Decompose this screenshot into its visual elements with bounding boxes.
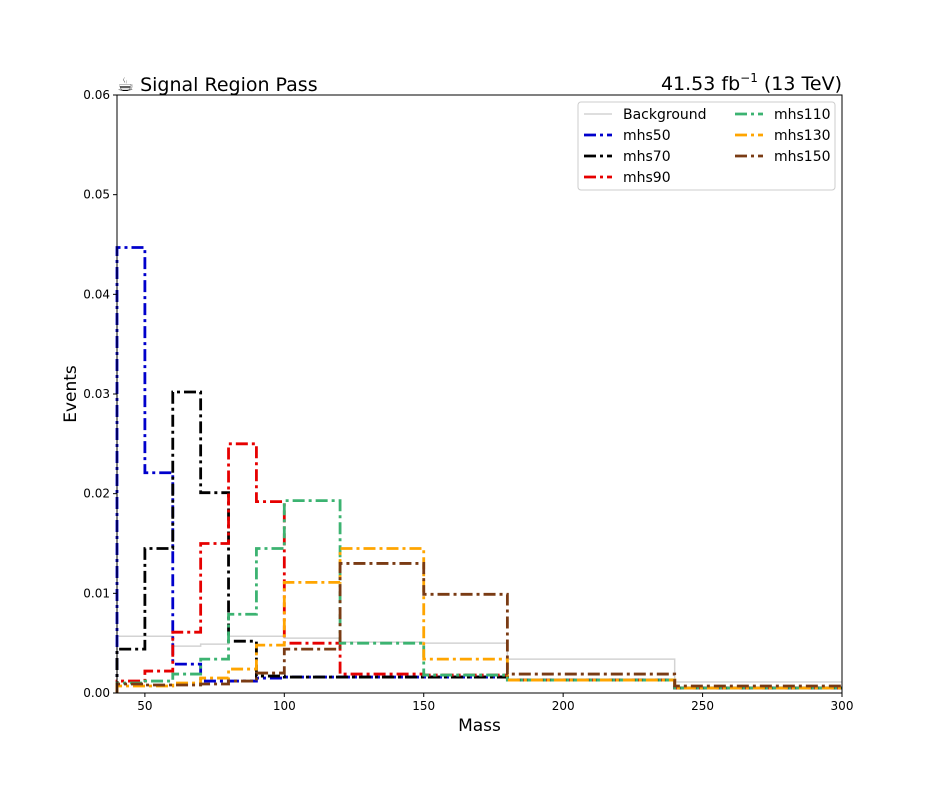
y-tick-label: 0.00 bbox=[83, 686, 110, 700]
legend-label: mhs110 bbox=[774, 107, 831, 123]
luminosity-value: 41.53 fb bbox=[661, 73, 740, 95]
luminosity-label: 41.53 fb−1 (13 TeV) bbox=[661, 71, 842, 95]
legend-label: mhs70 bbox=[623, 149, 671, 165]
y-axis-label: Events bbox=[61, 365, 81, 423]
x-tick-label: 250 bbox=[691, 699, 714, 713]
legend-label: Background bbox=[623, 107, 707, 123]
x-tick-label: 50 bbox=[137, 699, 152, 713]
chart-title: ☕ Signal Region Pass bbox=[117, 74, 318, 96]
series-mhs90 bbox=[115, 442, 842, 693]
y-tick-label: 0.04 bbox=[83, 287, 110, 301]
luminosity-exponent: −1 bbox=[740, 71, 758, 85]
x-axis: 50 100 150 200 250 300 bbox=[137, 693, 853, 713]
legend-label: mhs150 bbox=[774, 149, 831, 165]
y-axis: 0.00 0.01 0.02 0.03 0.04 0.05 0.06 bbox=[83, 88, 117, 700]
y-tick-label: 0.01 bbox=[83, 586, 110, 600]
x-tick-label: 300 bbox=[831, 699, 854, 713]
y-tick-label: 0.02 bbox=[83, 487, 110, 501]
y-tick-label: 0.03 bbox=[83, 387, 110, 401]
legend-label: mhs50 bbox=[623, 128, 671, 144]
legend-label: mhs90 bbox=[623, 170, 671, 186]
x-axis-label: Mass bbox=[458, 716, 501, 736]
y-tick-label: 0.06 bbox=[83, 88, 110, 102]
x-tick-label: 200 bbox=[552, 699, 575, 713]
series-mhs50 bbox=[115, 246, 842, 693]
series-layer bbox=[115, 246, 842, 693]
legend: Background mhs50 mhs70 mhs90 mhs110 mhs130 mhs… bbox=[577, 101, 836, 191]
series-mhs110 bbox=[115, 499, 842, 693]
y-tick-label: 0.05 bbox=[83, 188, 110, 202]
series-mhs130 bbox=[115, 547, 842, 693]
series-mhs150 bbox=[115, 562, 842, 693]
x-tick-label: 100 bbox=[273, 699, 296, 713]
legend-box bbox=[577, 101, 836, 191]
legend-label: mhs130 bbox=[774, 128, 831, 144]
x-tick-label: 150 bbox=[412, 699, 435, 713]
energy-label: (13 TeV) bbox=[758, 73, 842, 95]
